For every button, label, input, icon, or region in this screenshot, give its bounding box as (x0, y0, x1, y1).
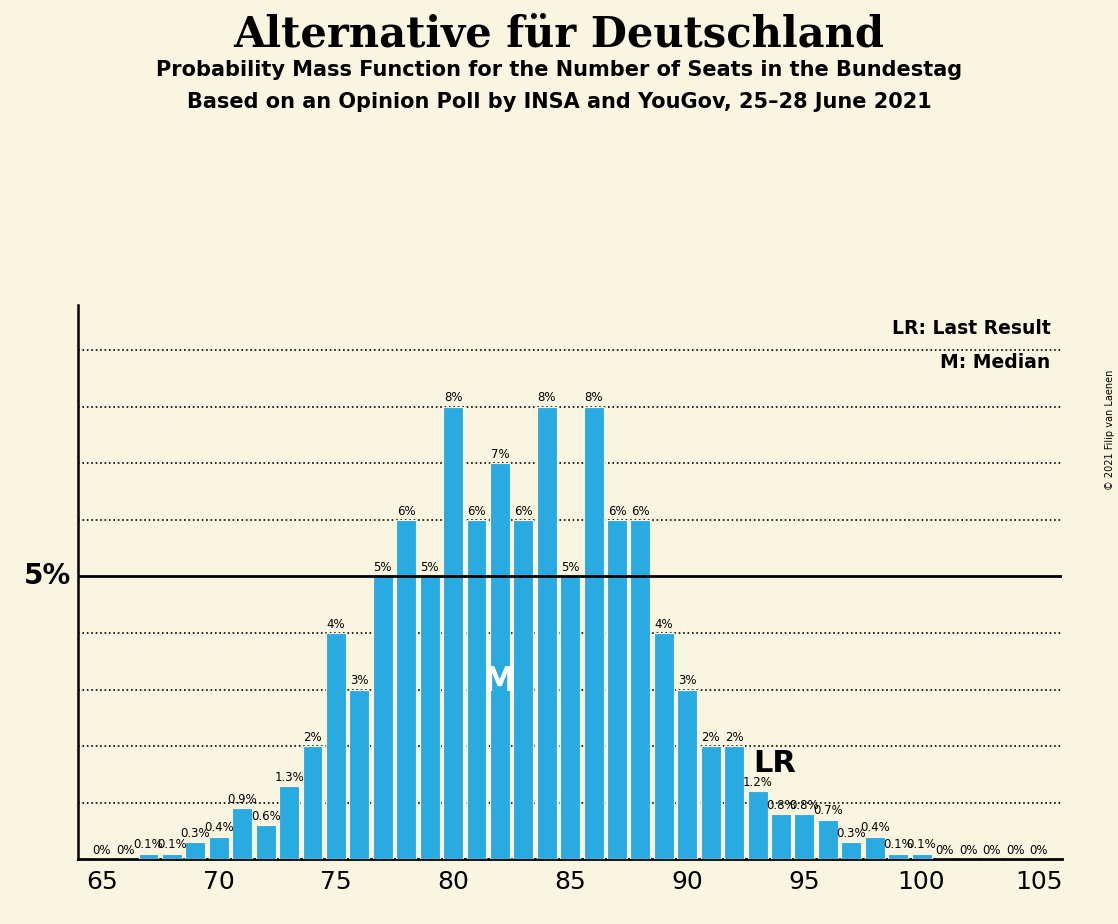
Bar (795, 814, 814, 859)
Text: 2%: 2% (724, 731, 743, 744)
Text: 3%: 3% (678, 675, 697, 687)
Bar (724, 747, 745, 859)
Bar (466, 520, 486, 859)
Text: M: M (483, 664, 517, 698)
Bar (584, 407, 604, 859)
Text: 6%: 6% (514, 505, 532, 517)
Bar (842, 843, 861, 859)
Text: 6%: 6% (467, 505, 486, 517)
Text: 2%: 2% (303, 731, 322, 744)
Text: 2%: 2% (701, 731, 720, 744)
Text: 5%: 5% (373, 561, 392, 574)
Text: 0%: 0% (93, 844, 111, 857)
Text: 4%: 4% (326, 618, 345, 631)
Bar (631, 520, 651, 859)
Text: 0.7%: 0.7% (813, 805, 843, 818)
Bar (607, 520, 627, 859)
Bar (818, 820, 837, 859)
Text: 0.1%: 0.1% (883, 838, 913, 851)
Bar (560, 577, 580, 859)
Text: 0.9%: 0.9% (227, 793, 257, 806)
Text: 8%: 8% (538, 392, 556, 405)
Text: 1.3%: 1.3% (274, 771, 304, 784)
Text: 3%: 3% (350, 675, 369, 687)
Bar (162, 854, 182, 859)
Bar (396, 520, 416, 859)
Text: 0.3%: 0.3% (181, 827, 210, 840)
Bar (771, 814, 790, 859)
Text: 0.3%: 0.3% (836, 827, 866, 840)
Text: Based on an Opinion Poll by INSA and YouGov, 25–28 June 2021: Based on an Opinion Poll by INSA and You… (187, 92, 931, 113)
Text: 0%: 0% (1006, 844, 1024, 857)
Text: Probability Mass Function for the Number of Seats in the Bundestag: Probability Mass Function for the Number… (155, 60, 963, 80)
Text: 0.4%: 0.4% (860, 821, 890, 834)
Text: M: Median: M: Median (940, 353, 1051, 372)
Bar (537, 407, 557, 859)
Bar (419, 577, 439, 859)
Bar (490, 463, 510, 859)
Bar (233, 808, 253, 859)
Bar (748, 792, 768, 859)
Text: 6%: 6% (608, 505, 626, 517)
Text: 0%: 0% (116, 844, 134, 857)
Text: 0%: 0% (936, 844, 955, 857)
Text: 7%: 7% (491, 448, 509, 461)
Bar (209, 837, 229, 859)
Bar (372, 577, 392, 859)
Bar (513, 520, 533, 859)
Text: LR: Last Result: LR: Last Result (892, 319, 1051, 338)
Bar (678, 689, 698, 859)
Text: 6%: 6% (632, 505, 650, 517)
Bar (139, 854, 159, 859)
Bar (888, 854, 908, 859)
Bar (186, 843, 206, 859)
Text: 4%: 4% (654, 618, 673, 631)
Text: 0.8%: 0.8% (789, 799, 819, 812)
Bar (443, 407, 463, 859)
Bar (654, 633, 674, 859)
Bar (350, 689, 369, 859)
Bar (303, 747, 322, 859)
Text: 0.6%: 0.6% (250, 810, 281, 823)
Text: © 2021 Filip van Laenen: © 2021 Filip van Laenen (1106, 370, 1115, 490)
Text: 0%: 0% (959, 844, 977, 857)
Text: 5%: 5% (561, 561, 579, 574)
Bar (701, 747, 721, 859)
Text: LR: LR (752, 748, 796, 778)
Text: Alternative für Deutschland: Alternative für Deutschland (234, 14, 884, 55)
Bar (911, 854, 931, 859)
Text: 0.1%: 0.1% (907, 838, 937, 851)
Text: 0%: 0% (983, 844, 1001, 857)
Text: 0.1%: 0.1% (134, 838, 163, 851)
Text: 8%: 8% (444, 392, 463, 405)
Bar (864, 837, 884, 859)
Text: 0%: 0% (1030, 844, 1048, 857)
Text: 5%: 5% (420, 561, 439, 574)
Text: 0.8%: 0.8% (766, 799, 796, 812)
Text: 8%: 8% (585, 392, 603, 405)
Text: 6%: 6% (397, 505, 416, 517)
Text: 0.1%: 0.1% (158, 838, 187, 851)
Text: 5%: 5% (23, 563, 72, 590)
Text: 0.4%: 0.4% (203, 821, 234, 834)
Text: 1.2%: 1.2% (742, 776, 773, 789)
Bar (256, 825, 276, 859)
Bar (280, 785, 299, 859)
Bar (326, 633, 345, 859)
